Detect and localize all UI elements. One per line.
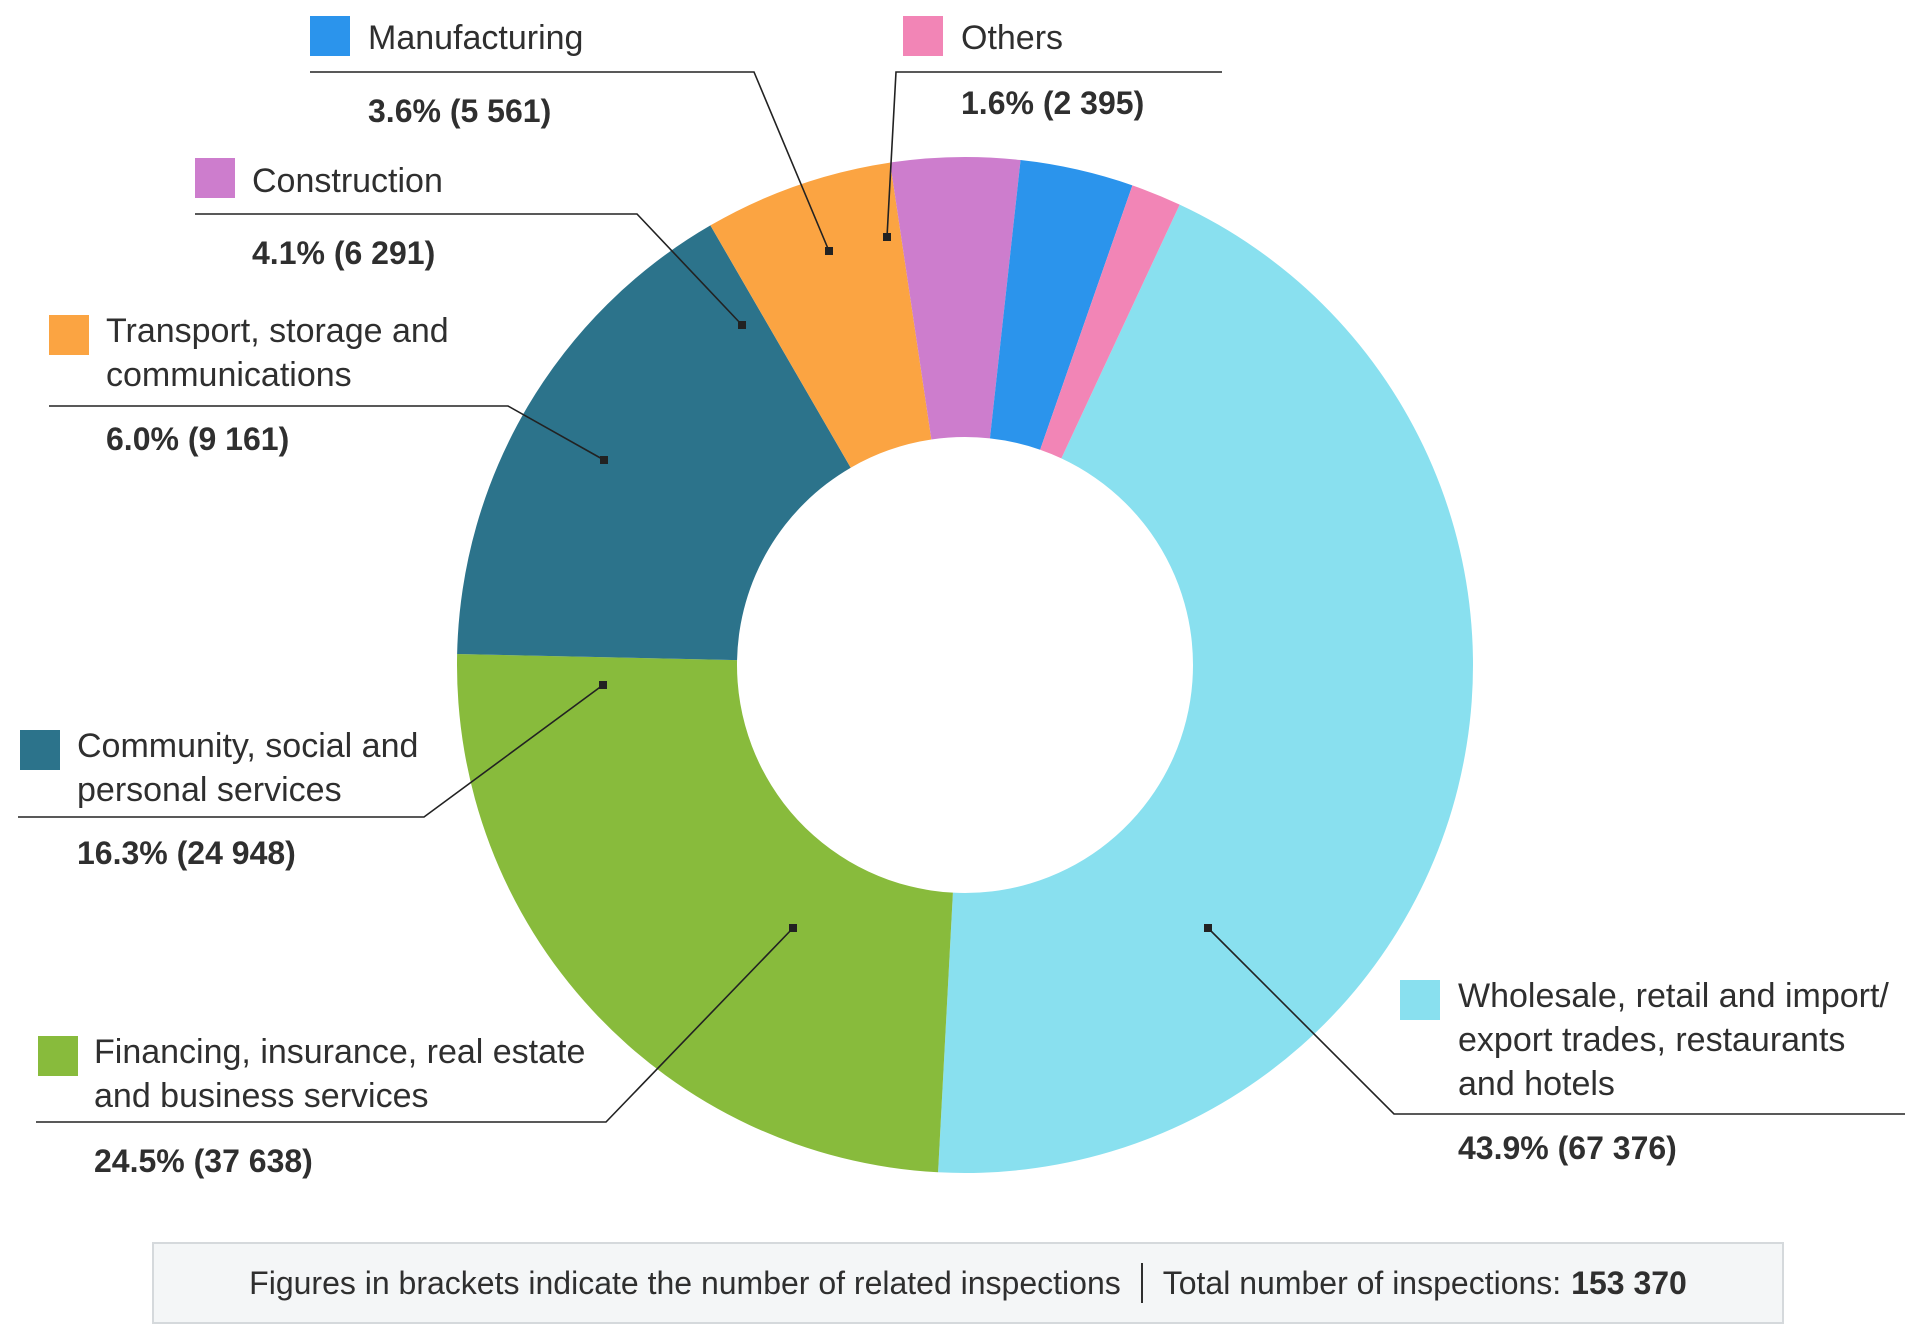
leader-dot-transport-storage-and-communications (600, 456, 608, 464)
label-value-transport-storage-and-communications: 6.0% (9 161) (106, 421, 289, 457)
slice-financing-insurance-real-estate-and-business-services (457, 654, 953, 1173)
slice-construction (890, 156, 1021, 440)
label-name-construction: Construction (252, 162, 443, 200)
leader-dot-others (883, 233, 891, 241)
leader-line-manufacturing (310, 71, 830, 252)
leader-dot-financing-insurance-real-estate-and-business-services (789, 924, 797, 932)
label-value-financing-insurance-real-estate-and-business-services: 24.5% (37 638) (94, 1143, 313, 1179)
slice-wholesale-retail-and-import-export-trades-restaurants-and-hotels (938, 204, 1474, 1173)
leader-line-wholesale-retail-and-import-export-trades-restaurants-and-hotels (1207, 927, 1905, 1115)
footer-total-value: 153 370 (1571, 1264, 1687, 1301)
slice-transport-storage-and-communications (710, 162, 932, 468)
label-name-transport-storage-and-communications: Transport, storage and communications (106, 312, 449, 394)
footer-separator (1140, 1263, 1143, 1303)
footer-note: Figures in brackets indicate the number … (249, 1264, 1121, 1301)
legend-swatch-community-social-and-personal-services (20, 730, 60, 770)
donut-chart: Wholesale, retail and import/export trad… (18, 16, 1905, 1179)
label-value-others: 1.6% (2 395) (961, 85, 1144, 121)
label-name-others: Others (961, 19, 1063, 57)
leader-dot-construction (738, 321, 746, 329)
leader-dot-community-social-and-personal-services (599, 681, 607, 689)
leader-line-transport-storage-and-communications (49, 405, 605, 461)
leader-line-others (886, 71, 1222, 238)
label-name-community-social-and-personal-services: Community, social and personal services (77, 727, 418, 809)
label-name-financing-insurance-real-estate-and-business-services: Financing, insurance, real estate and bus… (94, 1033, 585, 1115)
leader-line-construction (195, 213, 743, 326)
label-name-wholesale-retail-and-import-export-trades-restaurants-and-hotels: Wholesale, retail and import/export trad… (1458, 977, 1889, 1103)
legend-swatch-transport-storage-and-communications (49, 315, 89, 355)
legend-swatch-wholesale-retail-and-import-export-trades-restaurants-and-hotels (1400, 980, 1440, 1020)
label-value-manufacturing: 3.6% (5 561) (368, 93, 551, 129)
leader-dot-manufacturing (825, 247, 833, 255)
label-value-wholesale-retail-and-import-export-trades-restaurants-and-hotels: 43.9% (67 376) (1458, 1130, 1677, 1166)
slice-others (1040, 185, 1180, 459)
footer-note-box: Figures in brackets indicate the number … (152, 1242, 1784, 1324)
legend-swatch-financing-insurance-real-estate-and-business-services (38, 1036, 78, 1076)
footer-total-label: Total number of inspections: (1162, 1264, 1562, 1301)
leader-dot-wholesale-retail-and-import-export-trades-restaurants-and-hotels (1204, 924, 1212, 932)
label-value-community-social-and-personal-services: 16.3% (24 948) (77, 835, 296, 871)
slice-community-social-and-personal-services (457, 225, 851, 661)
label-value-construction: 4.1% (6 291) (252, 235, 435, 271)
legend-swatch-construction (195, 158, 235, 198)
leader-line-community-social-and-personal-services (18, 684, 604, 818)
leader-line-financing-insurance-real-estate-and-business-services (36, 927, 794, 1123)
legend-swatch-others (903, 16, 943, 56)
label-name-manufacturing: Manufacturing (368, 19, 583, 57)
slice-manufacturing (989, 160, 1133, 450)
legend-swatch-manufacturing (310, 16, 350, 56)
